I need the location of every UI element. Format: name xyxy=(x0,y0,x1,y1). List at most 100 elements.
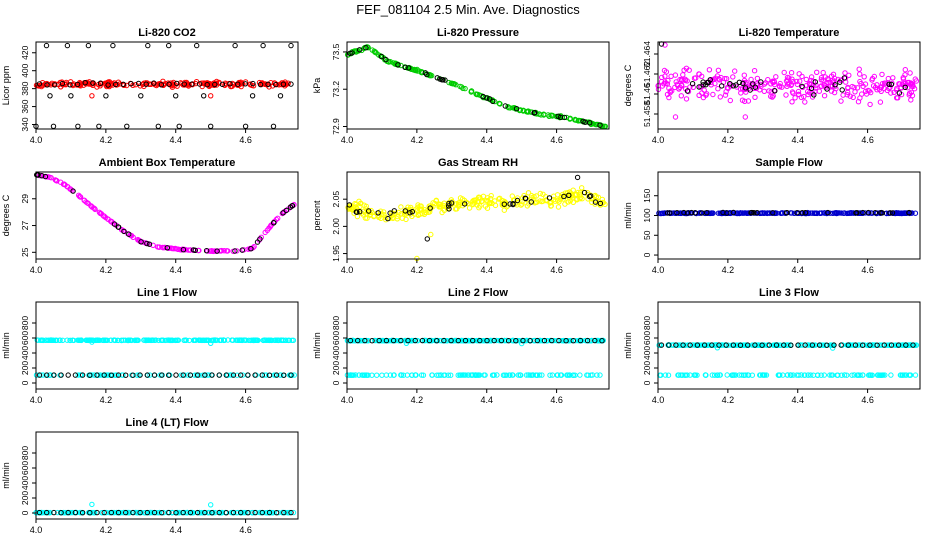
y-tick-label: 200 xyxy=(20,491,30,505)
data-point xyxy=(477,203,483,209)
data-point xyxy=(769,94,775,100)
data-point xyxy=(854,85,861,91)
data-point xyxy=(223,372,230,378)
data-point xyxy=(429,372,435,378)
data-point xyxy=(498,337,505,344)
data-point xyxy=(448,200,455,206)
x-tick-label: 4.4 xyxy=(169,265,182,275)
data-point xyxy=(801,93,807,100)
data-point xyxy=(802,210,809,216)
data-point xyxy=(809,210,816,216)
chart-panel-6: Sample Flow ml/min 4.0 4.2 4.4 4.6 0 50 100 150 xyxy=(623,157,921,275)
y-tick-label: 200 xyxy=(331,361,341,375)
data-point xyxy=(269,83,276,89)
data-point xyxy=(514,197,521,204)
data-point xyxy=(743,79,749,86)
data-point xyxy=(157,372,163,378)
x-tick-label: 4.2 xyxy=(100,525,113,535)
data-point xyxy=(716,342,722,348)
data-point xyxy=(48,337,54,343)
y-tick-label: 400 xyxy=(20,63,30,77)
data-point xyxy=(865,209,872,216)
data-point xyxy=(97,80,104,86)
data-point xyxy=(202,509,208,516)
y-axis-label: ml/min xyxy=(312,332,322,359)
data-point xyxy=(680,72,686,78)
data-point xyxy=(460,85,466,92)
data-point xyxy=(166,81,172,87)
y-tick-label: 73.2 xyxy=(331,81,341,98)
data-point xyxy=(394,213,400,220)
data-point xyxy=(79,372,86,378)
data-point xyxy=(398,204,404,210)
data-point xyxy=(113,81,119,88)
data-point xyxy=(374,372,380,378)
x-tick-label: 4.4 xyxy=(480,135,493,145)
data-point xyxy=(105,216,111,222)
data-point xyxy=(895,342,902,348)
data-point xyxy=(696,84,702,90)
y-tick-label: 0 xyxy=(642,252,652,257)
data-point xyxy=(541,337,548,344)
data-point xyxy=(166,509,172,516)
data-point xyxy=(83,337,90,343)
data-point xyxy=(524,109,530,115)
data-point xyxy=(181,81,188,87)
data-point xyxy=(169,84,176,90)
data-point xyxy=(101,509,107,516)
y-tick-label: 400 xyxy=(20,346,30,360)
data-point xyxy=(272,337,279,343)
data-point xyxy=(247,81,254,87)
data-point xyxy=(144,509,151,516)
data-point xyxy=(65,509,71,516)
data-point xyxy=(567,189,573,195)
data-point xyxy=(723,342,729,348)
data-point xyxy=(676,372,682,378)
data-point xyxy=(53,177,60,184)
data-point xyxy=(250,80,256,87)
data-point xyxy=(258,81,264,87)
data-point xyxy=(703,92,709,98)
data-point xyxy=(673,79,679,85)
y-tick-label: 150 xyxy=(642,188,652,202)
data-point xyxy=(194,509,201,516)
data-point xyxy=(150,509,156,516)
data-point xyxy=(208,340,214,346)
data-point xyxy=(350,372,357,378)
data-point xyxy=(597,200,604,207)
data-point xyxy=(525,190,532,196)
data-point xyxy=(759,210,765,216)
data-point xyxy=(748,76,754,83)
data-point xyxy=(442,77,448,83)
data-point xyxy=(819,210,825,216)
data-point xyxy=(683,96,690,102)
data-point xyxy=(369,338,375,344)
data-point xyxy=(36,81,43,87)
data-point xyxy=(693,75,699,81)
data-point xyxy=(890,75,896,81)
data-point xyxy=(575,118,581,124)
data-point xyxy=(888,342,895,348)
data-point xyxy=(173,372,179,378)
data-point xyxy=(879,71,885,78)
data-point xyxy=(739,97,746,103)
data-point xyxy=(356,372,362,378)
data-point xyxy=(105,82,111,88)
data-point xyxy=(150,242,156,249)
data-point xyxy=(242,81,249,87)
data-point xyxy=(727,210,733,216)
data-point xyxy=(736,79,743,86)
data-point xyxy=(51,509,57,516)
data-point xyxy=(678,77,685,83)
data-point xyxy=(182,509,188,516)
x-tick-label: 4.0 xyxy=(341,135,354,145)
data-point xyxy=(424,208,430,214)
data-point xyxy=(112,372,118,378)
y-tick-label: 400 xyxy=(642,346,652,360)
data-point xyxy=(900,75,906,81)
data-point xyxy=(824,86,830,92)
data-point xyxy=(666,342,672,348)
data-point xyxy=(266,509,273,516)
data-point xyxy=(418,203,424,209)
data-point xyxy=(89,339,95,345)
